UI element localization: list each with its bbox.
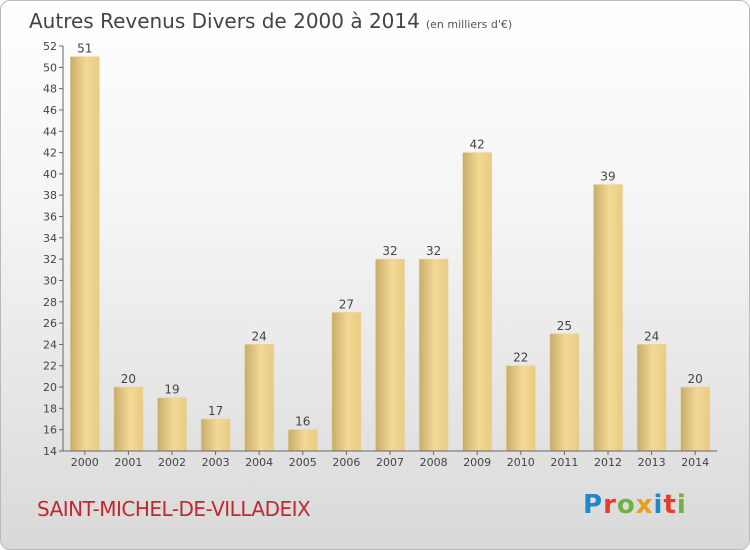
y-tick-label: 44 (43, 125, 57, 138)
bar-2008 (418, 258, 449, 452)
logo-letter: i (653, 490, 664, 520)
logo-letter: t (663, 490, 677, 520)
data-label: 27 (339, 297, 354, 311)
x-tick-label: 2013 (638, 456, 666, 469)
logo-letter: x (635, 490, 654, 520)
bar-2003 (200, 418, 231, 452)
x-tick-label: 2011 (550, 456, 578, 469)
y-tick-label: 20 (43, 381, 57, 394)
y-tick-label: 38 (43, 189, 57, 202)
logo-letter: r (603, 490, 617, 520)
data-label: 17 (208, 404, 223, 418)
x-tick-label: 2007 (376, 456, 404, 469)
data-label: 20 (688, 372, 703, 386)
x-tick-label: 2005 (289, 456, 317, 469)
data-label: 20 (121, 372, 136, 386)
bar-2014 (680, 386, 710, 452)
y-tick-label: 26 (43, 317, 57, 330)
y-tick-label: 48 (43, 83, 57, 96)
logo-letter: i (676, 490, 687, 520)
y-tick-label: 42 (43, 147, 57, 160)
chart-title: Autres Revenus Divers de 2000 à 2014 (en … (29, 9, 512, 33)
y-tick-label: 46 (43, 104, 57, 117)
y-tick-label: 52 (43, 40, 57, 53)
bar-2000 (70, 56, 100, 452)
y-tick-label: 40 (43, 168, 57, 181)
data-label: 42 (470, 138, 485, 152)
y-tick-label: 24 (43, 338, 57, 351)
data-label: 24 (252, 329, 267, 343)
data-label: 16 (295, 415, 310, 429)
chart-subtitle: (en milliers d'€) (425, 18, 513, 31)
data-label: 51 (77, 42, 92, 56)
x-tick-label: 2014 (681, 456, 709, 469)
x-tick-label: 2003 (202, 456, 230, 469)
bar-2010 (506, 365, 536, 452)
proxiti-logo: Proxiti (583, 490, 687, 520)
bar-2013 (636, 344, 667, 452)
x-tick-label: 2006 (332, 456, 360, 469)
bar-2004 (244, 344, 274, 452)
bar-2001 (113, 386, 144, 452)
bar-2006 (331, 312, 362, 452)
y-tick-label: 32 (43, 253, 57, 266)
x-tick-label: 2001 (114, 456, 142, 469)
logo-letter: P (583, 490, 604, 520)
y-tick-label: 30 (43, 274, 57, 287)
data-label: 25 (557, 319, 572, 333)
y-tick-label: 22 (43, 360, 57, 373)
x-tick-label: 2000 (71, 456, 99, 469)
x-tick-label: 2008 (420, 456, 448, 469)
data-label: 32 (426, 244, 441, 258)
bar-2007 (375, 258, 405, 452)
data-label: 39 (600, 170, 615, 184)
bar-2009 (462, 152, 492, 452)
y-tick-label: 36 (43, 211, 57, 224)
y-tick-label: 34 (43, 232, 57, 245)
bar-2005 (288, 429, 318, 452)
data-label: 19 (164, 383, 179, 397)
bar-2002 (157, 397, 187, 452)
logo-letter: o (616, 490, 636, 520)
bar-2012 (593, 184, 623, 452)
data-label: 24 (644, 329, 659, 343)
data-label: 22 (513, 351, 528, 365)
bar-2011 (549, 333, 580, 452)
data-label: 32 (382, 244, 397, 258)
chart-title-text: Autres Revenus Divers de 2000 à 2014 (29, 9, 420, 33)
x-tick-label: 2004 (245, 456, 273, 469)
x-tick-label: 2010 (507, 456, 535, 469)
x-tick-label: 2002 (158, 456, 186, 469)
commune-name: SAINT-MICHEL-DE-VILLADEIX (37, 497, 311, 521)
y-tick-label: 18 (43, 402, 57, 415)
x-tick-label: 2012 (594, 456, 622, 469)
y-tick-label: 28 (43, 296, 57, 309)
x-tick-label: 2009 (463, 456, 491, 469)
y-tick-label: 14 (43, 445, 57, 458)
y-tick-label: 50 (43, 61, 57, 74)
y-tick-label: 16 (43, 424, 57, 437)
